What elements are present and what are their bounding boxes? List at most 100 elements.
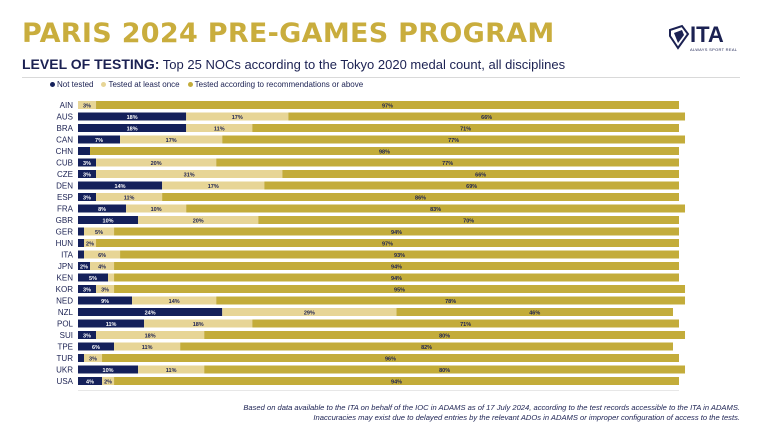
bar-bra-s1	[186, 124, 253, 132]
legend-swatch-not-tested	[50, 82, 55, 87]
data-label-kor-s1: 3%	[101, 287, 109, 293]
category-label-usa: USA	[57, 377, 74, 386]
bar-den-s1	[162, 181, 265, 190]
data-label-den-s0: 14%	[115, 184, 126, 190]
data-label-bra-s2: 71%	[460, 126, 471, 132]
bar-ned-s2	[216, 296, 686, 305]
bar-usa-s0	[78, 377, 103, 385]
bar-sui-s0	[78, 331, 97, 339]
bar-chn-s2	[90, 147, 679, 155]
category-label-ger: GER	[56, 228, 74, 237]
category-label-can: CAN	[56, 136, 73, 145]
legend-label-at-least-once: Tested at least once	[108, 80, 180, 89]
bar-hun-s1	[84, 239, 97, 247]
bar-ukr-s0	[78, 365, 139, 374]
data-label-ger-s2: 94%	[391, 230, 402, 236]
data-label-pol-s2: 71%	[460, 322, 471, 328]
data-label-gbr-s0: 10%	[103, 218, 114, 224]
bar-kor-s0	[78, 285, 97, 293]
data-label-den-s1: 17%	[208, 184, 219, 190]
bar-usa-s2	[114, 377, 679, 385]
data-label-pol-s0: 11%	[106, 322, 117, 328]
category-label-fra: FRA	[57, 205, 74, 214]
bar-ain-s1	[78, 101, 97, 109]
category-label-ned: NED	[56, 297, 73, 306]
data-label-usa-s0: 4%	[86, 379, 94, 385]
bar-ita-s0	[78, 250, 85, 259]
data-label-jpn-s2: 94%	[391, 264, 402, 270]
header-divider	[22, 77, 740, 78]
bar-kor-s2	[114, 285, 686, 293]
footnote-line-2: Inaccuracies may exist due to delayed en…	[313, 413, 740, 422]
bar-ain-s2	[96, 101, 679, 109]
data-label-fra-s0: 8%	[98, 207, 106, 213]
bar-gbr-s1	[138, 216, 259, 224]
data-label-tur-s1: 3%	[89, 356, 97, 362]
data-label-ukr-s1: 11%	[166, 368, 177, 374]
bar-aus-s2	[288, 112, 686, 121]
bar-bra-s2	[252, 124, 680, 132]
data-label-can-s1: 17%	[166, 138, 177, 144]
bar-can-s2	[222, 135, 686, 144]
data-label-esp-s2: 86%	[415, 195, 426, 201]
bar-tur-s2	[102, 354, 680, 362]
footnote-line-1: Based on data available to the ITA on be…	[243, 403, 740, 412]
data-label-cub-s0: 3%	[83, 161, 91, 167]
bar-gbr-s0	[78, 216, 139, 224]
bar-cub-s1	[96, 158, 217, 167]
data-label-cze-s2: 66%	[475, 172, 486, 178]
subtitle-heading: LEVEL OF TESTING:	[22, 56, 160, 72]
bar-cze-s2	[282, 170, 679, 178]
category-label-tpe: TPE	[57, 343, 73, 352]
data-label-sui-s1: 18%	[145, 333, 156, 339]
legend-item-not-tested: Not tested	[50, 80, 93, 89]
data-label-usa-s1: 2%	[104, 379, 112, 385]
footnote: Based on data available to the ITA on be…	[180, 403, 740, 423]
logo-text: ITA	[690, 22, 724, 47]
bar-ger-s1	[84, 227, 115, 236]
data-label-pol-s1: 18%	[193, 322, 204, 328]
bar-pol-s1	[144, 319, 253, 328]
category-label-bra: BRA	[57, 124, 74, 133]
bar-sui-s2	[204, 331, 686, 339]
data-label-aus-s2: 66%	[481, 115, 492, 121]
legend-item-at-least-once: Tested at least once	[101, 80, 180, 89]
data-label-kor-s2: 95%	[394, 287, 405, 293]
bar-cub-s2	[216, 158, 680, 167]
data-label-ken-s2: 94%	[391, 276, 402, 282]
data-label-aus-s1: 17%	[232, 115, 243, 121]
data-label-ita-s1: 6%	[98, 253, 106, 259]
bar-ukr-s2	[204, 365, 686, 374]
category-label-nzl: NZL	[58, 308, 74, 317]
bar-ger-s2	[114, 227, 679, 236]
bar-fra-s2	[186, 204, 686, 213]
category-label-chn: CHN	[56, 147, 74, 156]
data-label-hun-s1: 2%	[86, 241, 94, 247]
bar-ned-s0	[78, 296, 133, 305]
bar-esp-s1	[96, 193, 163, 201]
bar-esp-s0	[78, 193, 97, 201]
legend-swatch-at-least-once	[101, 82, 107, 87]
subtitle-description: Top 25 NOCs according to the Tokyo 2020 …	[159, 57, 566, 72]
data-label-cub-s1: 20%	[151, 161, 162, 167]
bar-ger-s0	[78, 227, 85, 236]
bar-sui-s1	[96, 331, 205, 339]
bar-ken-s0	[78, 273, 109, 282]
data-label-gbr-s1: 20%	[193, 218, 204, 224]
bar-fra-s0	[78, 204, 127, 213]
data-label-ned-s2: 78%	[445, 299, 456, 305]
category-label-cub: CUB	[56, 159, 73, 168]
data-label-sui-s0: 3%	[83, 333, 91, 339]
data-label-jpn-s0: 2%	[80, 264, 88, 270]
data-label-gbr-s2: 70%	[463, 218, 474, 224]
data-label-esp-s0: 3%	[83, 195, 91, 201]
data-label-aus-s0: 18%	[127, 115, 138, 121]
bar-pol-s0	[78, 319, 145, 328]
bar-ned-s1	[132, 296, 217, 305]
legend-swatch-recommended	[187, 82, 193, 87]
data-label-ita-s2: 93%	[394, 253, 405, 259]
bar-can-s0	[78, 135, 121, 144]
data-label-cze-s1: 31%	[184, 172, 195, 178]
ita-logo-icon	[669, 24, 690, 50]
data-label-ned-s0: 9%	[101, 299, 109, 305]
